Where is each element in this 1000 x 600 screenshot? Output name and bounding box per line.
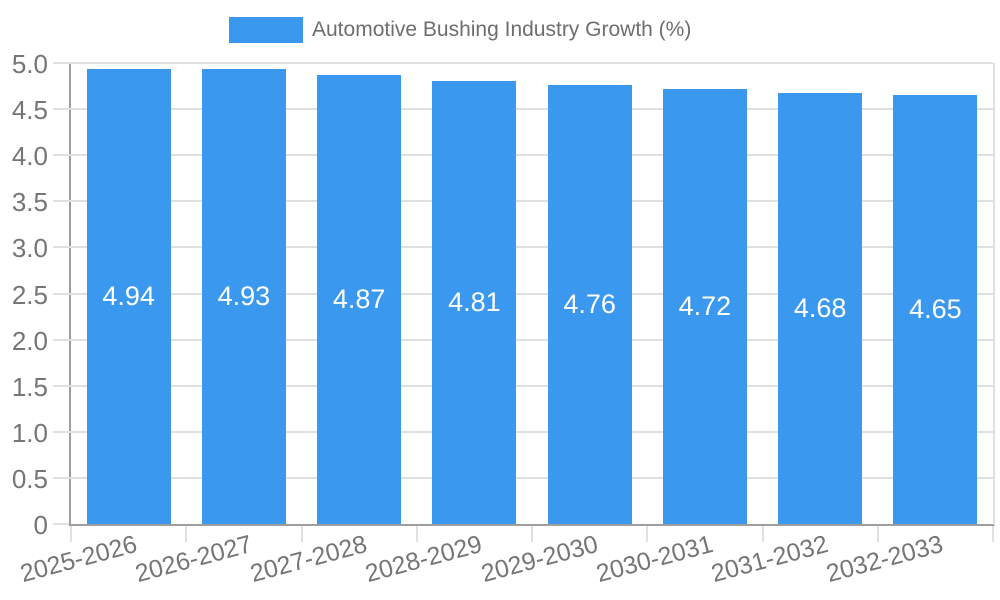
bar-value-label: 4.72 xyxy=(678,290,732,321)
gridline xyxy=(53,292,993,295)
plot-area: 4.94 4.93 4.87 4.81 4.76 4.72 4.68 4.65 xyxy=(53,62,995,542)
x-tick xyxy=(301,526,303,542)
x-tick-label: 2026-2027 xyxy=(132,530,255,589)
legend: Automotive Bushing Industry Growth (%) xyxy=(229,17,691,43)
y-tick-label: 4.0 xyxy=(11,141,48,172)
x-tick xyxy=(877,526,879,542)
y-tick-label: 1.5 xyxy=(11,371,48,402)
x-tick xyxy=(992,526,994,542)
bar-2030-2031: 4.72 xyxy=(662,88,747,524)
gridline xyxy=(53,338,993,341)
bar-value-label: 4.94 xyxy=(102,280,155,311)
bar-2027-2028: 4.87 xyxy=(317,75,402,524)
y-tick-label: 0.5 xyxy=(11,463,48,494)
y-tick-label: 3.0 xyxy=(11,233,48,264)
x-tick-label: 2027-2028 xyxy=(247,530,371,589)
bar-2029-2030: 4.76 xyxy=(547,85,632,524)
x-tick xyxy=(70,526,72,542)
gridline xyxy=(53,154,993,157)
x-tick-label: 2028-2029 xyxy=(362,530,486,589)
bar-value-label: 4.93 xyxy=(217,281,271,312)
gridline xyxy=(53,108,993,111)
bar-value-label: 4.68 xyxy=(793,292,847,323)
x-tick xyxy=(762,526,764,542)
bar-value-label: 4.76 xyxy=(563,289,616,320)
y-tick-label: 2.5 xyxy=(11,279,48,310)
bar-value-label: 4.87 xyxy=(332,284,386,314)
y-tick-label: 1.0 xyxy=(11,417,48,448)
bar-2026-2027: 4.93 xyxy=(201,69,286,524)
legend-swatch xyxy=(229,17,303,43)
gridline xyxy=(53,200,993,203)
y-tick-label: 0 xyxy=(33,510,48,540)
gridline xyxy=(53,476,993,479)
x-tick-label: 2031-2032 xyxy=(708,530,832,589)
x-tick xyxy=(531,526,533,542)
x-tick xyxy=(185,526,187,542)
y-tick xyxy=(53,523,69,525)
gridline xyxy=(53,430,993,433)
y-tick-label: 5.0 xyxy=(11,49,48,79)
bar-2031-2032: 4.68 xyxy=(778,92,863,524)
x-tick-label: 2029-2030 xyxy=(477,530,601,589)
gridline xyxy=(53,246,993,249)
x-tick-label: 2030-2031 xyxy=(593,530,716,589)
bar-value-label: 4.65 xyxy=(909,294,962,325)
y-axis-labels: 0 0.5 1.0 1.5 2.0 2.5 3.0 3.5 4.0 4.5 5.0 xyxy=(0,51,48,538)
y-tick-label: 3.5 xyxy=(11,187,48,218)
bar-value-label: 4.81 xyxy=(448,286,501,317)
bar-2028-2029: 4.81 xyxy=(432,80,517,524)
x-tick-label: 2032-2033 xyxy=(823,530,947,589)
y-tick-label: 2.0 xyxy=(11,325,48,356)
gridline xyxy=(53,62,993,64)
bar-2025-2026: 4.94 xyxy=(86,68,171,524)
bar-2032-2033: 4.65 xyxy=(893,95,978,524)
x-tick xyxy=(646,526,648,542)
legend-label: Automotive Bushing Industry Growth (%) xyxy=(312,18,692,41)
x-tick xyxy=(416,526,418,542)
y-tick-label: 4.5 xyxy=(11,95,48,126)
gridline xyxy=(53,384,993,387)
